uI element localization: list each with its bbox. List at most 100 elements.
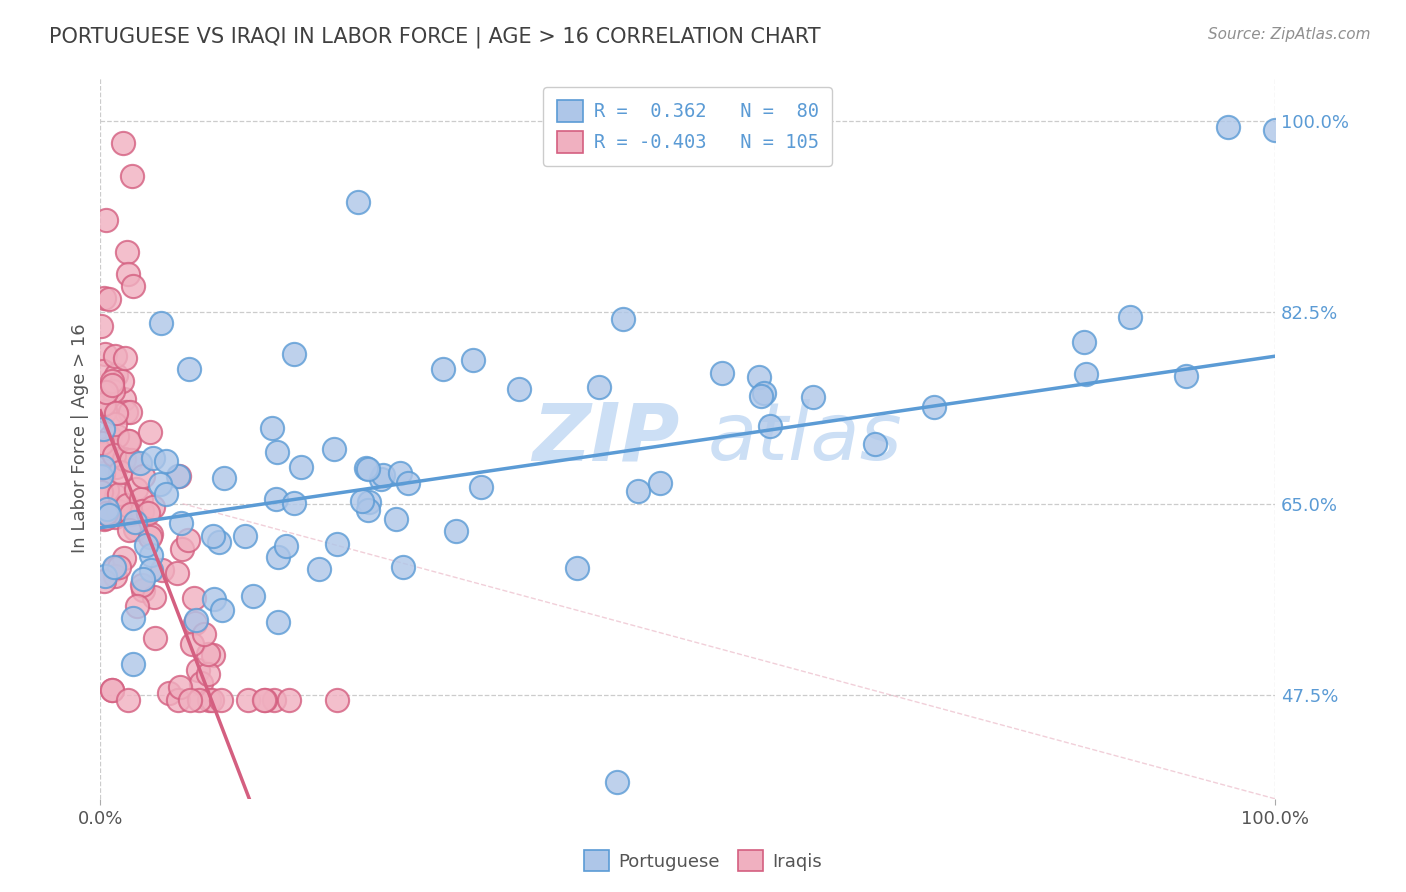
Point [236,693,259,707]
Point [90,446,112,460]
Point [141,548,163,562]
Point [103,510,125,524]
Point [208,534,231,549]
Point [122,279,145,293]
Point [922,401,945,415]
Text: Source: ZipAtlas.com: Source: ZipAtlas.com [1208,27,1371,42]
Point [198,693,221,707]
Point [354,461,377,475]
Point [132,469,155,483]
Text: atlas: atlas [709,399,903,477]
Point [612,312,634,326]
Point [110,465,132,479]
Point [242,589,264,603]
Point [93,291,115,305]
Point [197,667,219,681]
Point [388,467,411,481]
Point [209,693,232,707]
Point [139,563,162,577]
Point [93,404,115,418]
Point [710,366,733,380]
Point [103,448,125,462]
Point [283,347,305,361]
Point [120,507,142,521]
Point [166,693,188,707]
Point [470,479,492,493]
Point [96,506,118,520]
Point [104,349,127,363]
Point [444,524,467,538]
Point [201,693,224,707]
Point [94,569,117,583]
Point [350,493,373,508]
Point [139,527,162,541]
Point [197,647,219,661]
Point [104,569,127,583]
Point [94,511,117,525]
Point [120,452,142,467]
Point [508,382,530,396]
Point [141,451,163,466]
Point [266,444,288,458]
Point [432,362,454,376]
Point [117,267,139,281]
Point [803,390,825,404]
Point [169,680,191,694]
Point [103,562,125,576]
Point [142,500,165,515]
Point [201,648,224,662]
Point [124,482,146,496]
Point [108,560,131,574]
Point [253,693,276,707]
Point [326,537,349,551]
Point [184,616,207,631]
Point [169,469,191,483]
Point [96,483,118,497]
Point [193,626,215,640]
Point [370,472,392,486]
Point [125,599,148,613]
Point [128,456,150,470]
Point [96,385,118,400]
Point [139,530,162,544]
Point [1218,120,1240,134]
Point [104,417,127,431]
Point [650,475,672,490]
Point [122,611,145,625]
Point [565,560,588,574]
Point [105,460,128,475]
Y-axis label: In Labor Force | Age > 16: In Labor Force | Age > 16 [72,323,89,553]
Point [112,452,135,467]
Point [150,563,173,577]
Point [112,550,135,565]
Text: ZIP: ZIP [531,399,679,477]
Point [606,775,628,789]
Point [94,212,117,227]
Point [97,292,120,306]
Point [91,435,114,450]
Point [187,663,209,677]
Point [97,442,120,456]
Point [356,462,378,476]
Point [91,400,114,414]
Point [121,657,143,672]
Point [91,422,114,436]
Point [93,512,115,526]
Point [135,538,157,552]
Point [149,477,172,491]
Point [463,352,485,367]
Point [155,453,177,467]
Point [117,434,139,448]
Point [267,549,290,564]
Point [98,443,121,458]
Point [308,562,330,576]
Point [202,591,225,606]
Point [111,374,134,388]
Point [90,468,112,483]
Point [143,631,166,645]
Point [124,522,146,536]
Point [211,603,233,617]
Point [104,405,127,419]
Point [748,370,770,384]
Point [115,245,138,260]
